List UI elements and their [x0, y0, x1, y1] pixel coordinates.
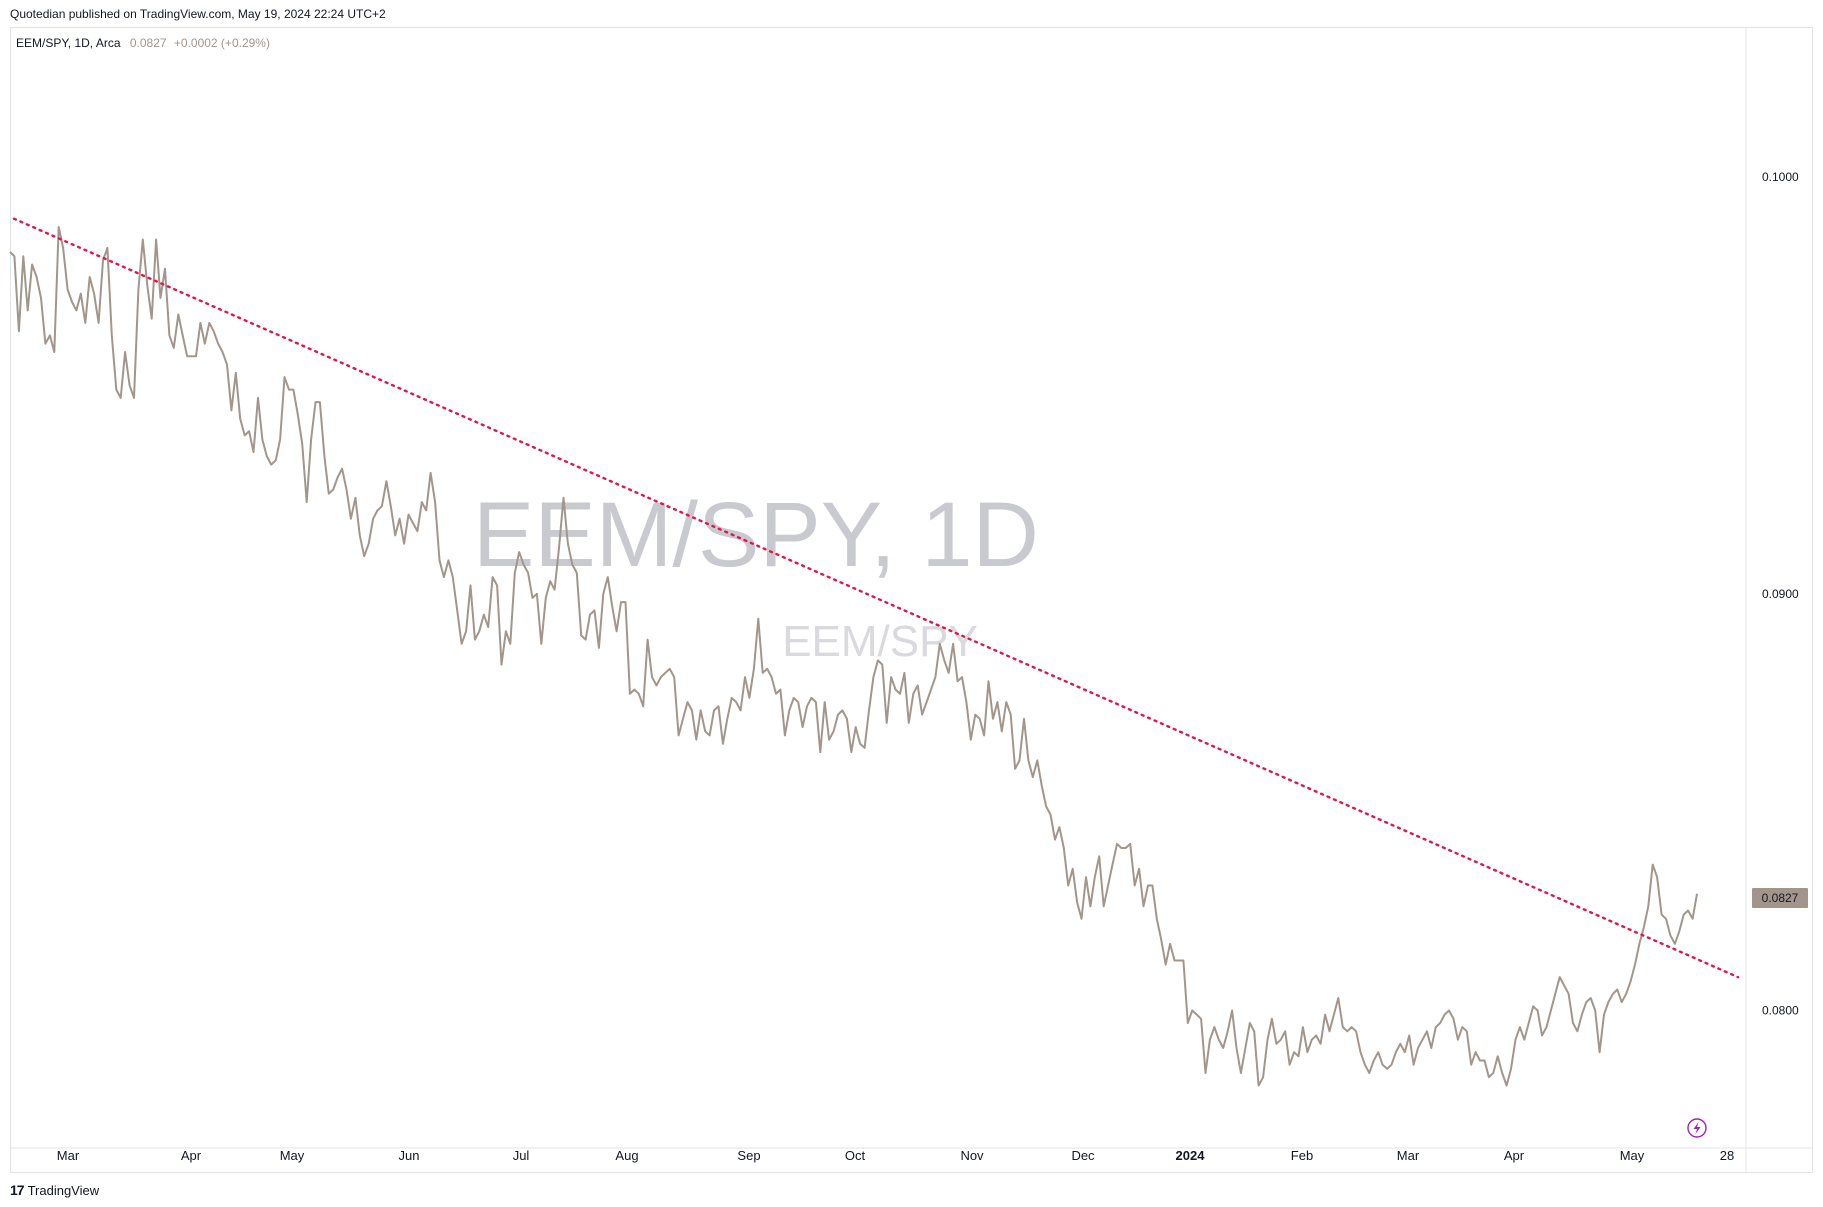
price-axis[interactable]: 0.1000 0.0900 0.0800 [1762, 170, 1799, 1017]
watermark-sub: EEM/SPY [782, 617, 978, 666]
publish-attribution: Quotedian published on TradingView.com, … [10, 7, 386, 21]
time-tick-label: Aug [615, 1148, 638, 1163]
time-tick-label: Oct [845, 1148, 866, 1163]
tradingview-logo[interactable]: 17 TradingView [10, 1182, 99, 1198]
time-tick-label: Apr [181, 1148, 202, 1163]
price-tick-label: 0.0900 [1762, 587, 1799, 601]
time-tick-label: Feb [1291, 1148, 1313, 1163]
plot-area [9, 217, 1740, 1087]
time-tick-label: Mar [1397, 1148, 1420, 1163]
time-tick-label: May [1620, 1148, 1645, 1163]
chart-pane[interactable] [10, 27, 1813, 1173]
time-tick-label: Mar [57, 1148, 80, 1163]
time-tick-label: 28 [1720, 1148, 1734, 1163]
time-tick-label: Nov [960, 1148, 984, 1163]
legend-change: +0.0002 (+0.29%) [173, 36, 270, 50]
time-tick-label: May [280, 1148, 305, 1163]
legend[interactable]: EEM/SPY, 1D, Arca 0.0827 +0.0002 (+0.29%… [16, 36, 270, 50]
last-price-label: 0.0827 [1752, 887, 1808, 908]
time-tick-label: Jul [513, 1148, 530, 1163]
time-tick-label: Apr [1504, 1148, 1525, 1163]
price-tick-label: 0.0800 [1762, 1003, 1799, 1017]
time-axis[interactable]: Mar Apr May Jun Jul Aug Sep Oct Nov Dec 2024 Feb Mar… [57, 1148, 1734, 1163]
tradingview-logo-text: TradingView [27, 1182, 100, 1198]
tradingview-logo-icon: 17 [10, 1182, 25, 1198]
time-tick-label: Dec [1071, 1148, 1095, 1163]
last-price-value: 0.0827 [1762, 891, 1799, 905]
lightning-icon[interactable] [1687, 1118, 1707, 1138]
legend-symbol: EEM/SPY, 1D, Arca [16, 36, 121, 50]
watermark-main: EEM/SPY, 1D [473, 484, 1039, 586]
downtrend-line[interactable] [12, 217, 1740, 979]
legend-last-value: 0.0827 [129, 36, 167, 50]
time-tick-label: Jun [399, 1148, 420, 1163]
time-tick-label: 2024 [1176, 1148, 1206, 1163]
price-series-line [9, 226, 1698, 1087]
last-price-badge [1752, 887, 1808, 908]
price-tick-label: 0.1000 [1762, 170, 1799, 184]
time-tick-label: Sep [737, 1148, 760, 1163]
